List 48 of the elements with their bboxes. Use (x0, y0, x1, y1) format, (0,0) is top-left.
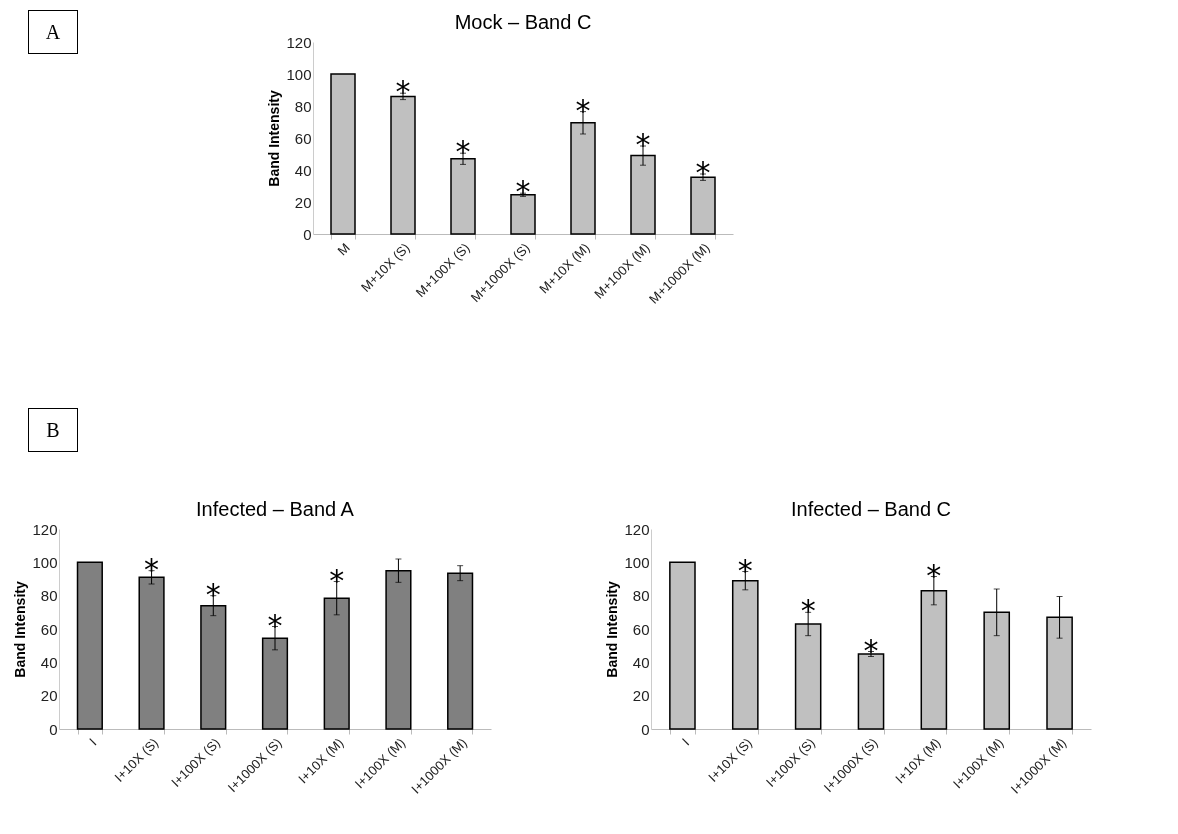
y-tick-label: 20 (632, 687, 650, 705)
annotation: * (144, 551, 160, 587)
x-tick-label: I (86, 735, 100, 749)
y-axis-title: Band Intensity (604, 581, 621, 678)
chart-title: Mock – Band C (454, 11, 592, 33)
y-tick-label: 100 (286, 65, 312, 83)
text: A (28, 10, 78, 54)
annotation: * (329, 562, 345, 598)
annotation: * (926, 557, 942, 593)
y-tick-label: 120 (624, 520, 650, 538)
y-tick-label: 120 (286, 33, 312, 51)
y-tick-label: 60 (294, 129, 312, 147)
y-tick-label: 80 (40, 587, 58, 605)
annotation: * (635, 127, 651, 162)
y-tick-label: 40 (40, 653, 58, 671)
y-axis-title: Band Intensity (12, 581, 29, 678)
y-tick-label: 60 (632, 620, 650, 638)
annotation: * (575, 92, 591, 128)
annotation: * (515, 174, 531, 210)
annotation: * (800, 593, 816, 629)
x-tick-label: M (334, 240, 353, 259)
annotation: * (267, 607, 283, 643)
y-tick-label: 80 (632, 587, 650, 605)
y-tick-label: 40 (294, 161, 312, 179)
y-tick-label: 20 (294, 193, 312, 211)
annotation: * (395, 74, 411, 110)
y-tick-label: 20 (40, 687, 58, 705)
y-tick-label: 80 (294, 97, 312, 115)
y-tick-label: 0 (303, 225, 312, 243)
y-tick-label: 120 (32, 520, 58, 538)
y-tick-label: 60 (40, 620, 58, 638)
y-tick-label: 0 (641, 720, 650, 738)
annotation: * (205, 576, 221, 612)
text: B (28, 408, 78, 452)
y-tick-label: 0 (49, 720, 58, 738)
y-tick-label: 40 (632, 653, 650, 671)
chart-title: Infected – Band A (196, 498, 355, 520)
chart-title: Infected – Band C (790, 498, 952, 520)
x-tick-label: I (678, 735, 693, 749)
bar (138, 576, 165, 730)
annotation: * (863, 632, 879, 668)
bar (76, 561, 103, 730)
y-tick-label: 100 (624, 553, 650, 571)
annotation: * (737, 552, 753, 588)
y-tick-label: 100 (32, 553, 58, 571)
annotation: * (695, 155, 711, 190)
annotation: * (455, 134, 471, 170)
y-axis-title: Band Intensity (266, 90, 283, 187)
